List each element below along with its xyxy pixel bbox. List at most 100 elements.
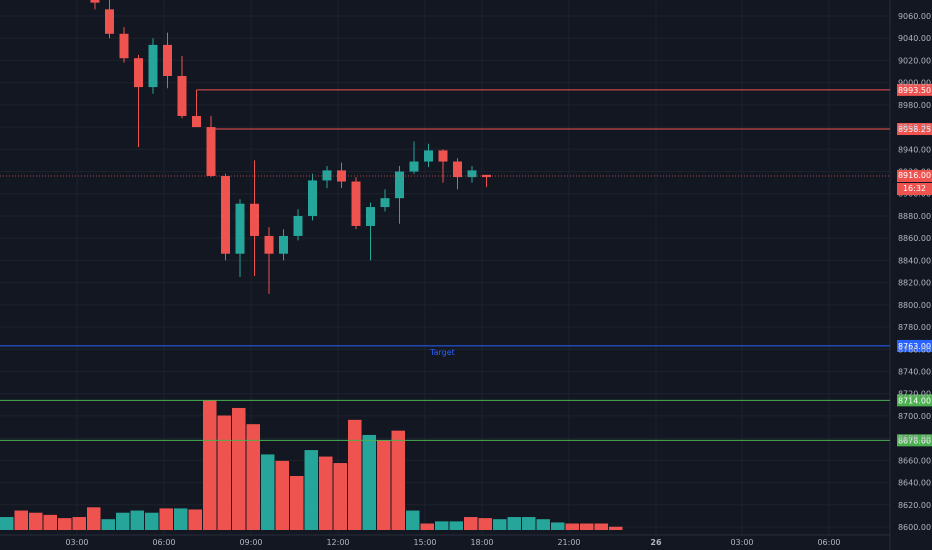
volume-bar bbox=[275, 460, 289, 530]
time-axis-label: 26 bbox=[650, 538, 662, 547]
candle-body bbox=[105, 9, 114, 34]
volume-bar bbox=[333, 463, 347, 530]
volume-bar bbox=[609, 526, 623, 530]
candle-body bbox=[264, 235, 274, 254]
price-axis-label: 8640.00 bbox=[898, 479, 931, 488]
resistance-price-label: 8958.25 bbox=[898, 125, 931, 134]
time-axis-label: 21:00 bbox=[557, 538, 580, 547]
volume-bar bbox=[159, 508, 173, 530]
price-axis-label: 8940.00 bbox=[898, 145, 931, 154]
price-axis-label: 8880.00 bbox=[898, 212, 931, 221]
price-axis-label: 8600.00 bbox=[898, 523, 931, 532]
target-label: Target bbox=[430, 348, 455, 357]
volume-bar bbox=[507, 517, 521, 530]
candle-body bbox=[380, 198, 390, 208]
candle-body bbox=[293, 215, 303, 236]
volume-bar bbox=[522, 517, 536, 530]
price-axis-label: 8980.00 bbox=[898, 101, 931, 110]
volume-bar bbox=[478, 518, 492, 530]
price-axis-label: 9000.00 bbox=[898, 79, 931, 88]
volume-bar bbox=[14, 510, 28, 530]
time-axis-label: 06:00 bbox=[817, 538, 840, 547]
price-axis-label: 8820.00 bbox=[898, 279, 931, 288]
volume-bar bbox=[43, 514, 57, 530]
price-axis-label: 9040.00 bbox=[898, 34, 931, 43]
volume-bar bbox=[304, 450, 318, 530]
candle-body bbox=[424, 150, 433, 162]
volume-bar bbox=[58, 518, 72, 530]
candle-body bbox=[322, 170, 332, 181]
candle-body bbox=[163, 44, 172, 76]
candle-body bbox=[221, 175, 230, 254]
volume-bar bbox=[203, 400, 217, 530]
volume-bar bbox=[406, 510, 420, 530]
volume-bar bbox=[420, 523, 434, 530]
support-price-tag bbox=[897, 394, 932, 407]
volume-bar bbox=[246, 424, 260, 530]
candle-body bbox=[279, 235, 288, 254]
candle-body bbox=[337, 170, 346, 182]
volume-bar bbox=[319, 456, 333, 530]
candle-body bbox=[90, 0, 100, 3]
volume-bar bbox=[464, 517, 478, 530]
time-axis-label: 06:00 bbox=[152, 538, 175, 547]
volume-bar bbox=[217, 415, 231, 530]
candle-body bbox=[366, 207, 375, 226]
volume-bar bbox=[362, 434, 376, 530]
volume-bar bbox=[594, 523, 608, 530]
price-axis-label: 8740.00 bbox=[898, 367, 931, 376]
price-axis-label: 8700.00 bbox=[898, 412, 931, 421]
price-axis-label: 8720.00 bbox=[898, 390, 931, 399]
support-price-label: 8678.00 bbox=[898, 436, 931, 445]
resistance-price-tag bbox=[897, 83, 932, 96]
volume-bar bbox=[551, 522, 565, 530]
candle-body bbox=[351, 181, 361, 226]
candle-body bbox=[235, 203, 245, 254]
support-price-label: 8714.00 bbox=[898, 396, 931, 405]
time-axis-label: 18:00 bbox=[470, 538, 493, 547]
last-price-tag: 8916.00 bbox=[897, 169, 932, 182]
price-axis-label: 8780.00 bbox=[898, 323, 931, 332]
price-axis-label: 8800.00 bbox=[898, 301, 931, 310]
volume-bar bbox=[565, 523, 579, 530]
volume-bar bbox=[435, 521, 449, 530]
candle-body bbox=[467, 170, 477, 178]
volume-bar bbox=[0, 517, 14, 530]
price-axis-label: 8660.00 bbox=[898, 456, 931, 465]
candle-body bbox=[177, 75, 187, 116]
volume-bar bbox=[188, 509, 202, 530]
volume-bar bbox=[377, 440, 391, 530]
volume-bar bbox=[261, 454, 275, 530]
volume-bar bbox=[116, 512, 130, 530]
volume-bar bbox=[232, 407, 246, 530]
countdown-tag: 16:32 bbox=[897, 182, 932, 195]
candle-body bbox=[438, 150, 448, 162]
price-axis-label: 8620.00 bbox=[898, 501, 931, 510]
price-axis-label: 8760.00 bbox=[898, 345, 931, 354]
volume-bar bbox=[449, 521, 463, 530]
volume-bar bbox=[493, 519, 507, 530]
resistance-price-label: 8993.50 bbox=[898, 86, 931, 95]
volume-bar bbox=[174, 508, 188, 530]
volume-bar bbox=[145, 512, 159, 530]
time-axis-label: 03:00 bbox=[730, 538, 753, 547]
support-price-tag bbox=[897, 434, 932, 447]
candle-body bbox=[395, 171, 404, 199]
candle-body bbox=[148, 44, 158, 88]
time-axis-label: 03:00 bbox=[65, 538, 88, 547]
price-axis-label: 8860.00 bbox=[898, 234, 931, 243]
volume-bar bbox=[101, 519, 115, 530]
candle-body bbox=[409, 161, 419, 172]
candle-body bbox=[119, 33, 129, 59]
target-price-tag bbox=[897, 339, 932, 352]
target-price-label: 8763.00 bbox=[898, 342, 931, 351]
price-axis-label: 8680.00 bbox=[898, 434, 931, 443]
candle-body bbox=[308, 180, 317, 216]
candle-body bbox=[192, 115, 201, 128]
price-axis-label: 9020.00 bbox=[898, 56, 931, 65]
volume-bar bbox=[391, 430, 405, 530]
volume-bar bbox=[130, 510, 144, 530]
volume-bar bbox=[87, 507, 101, 530]
